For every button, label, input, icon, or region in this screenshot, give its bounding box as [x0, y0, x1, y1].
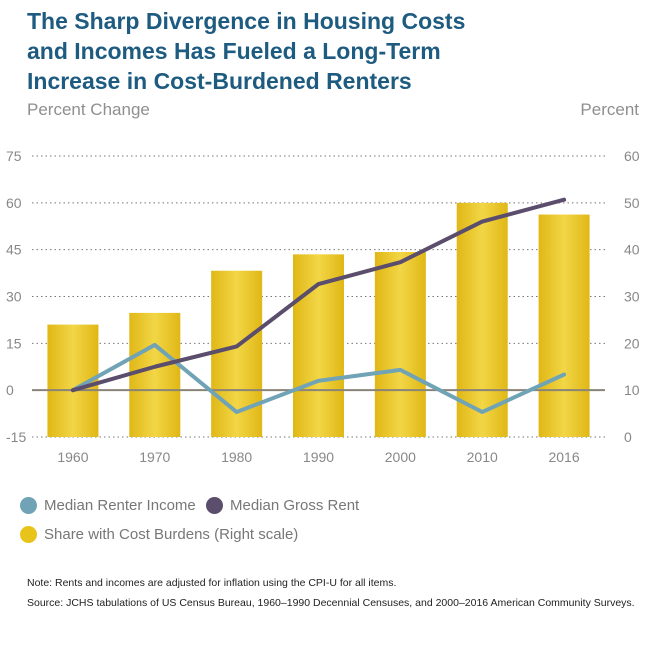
source-text: Source: JCHS tabulations of US Census Bu…: [27, 597, 635, 609]
legend-swatch-cost-burdens: [20, 526, 37, 543]
chart-notes: Note: Rents and incomes are adjusted for…: [27, 573, 635, 613]
series-line-gross-rent: [70, 197, 567, 393]
left-axis-title: Percent Change: [27, 100, 150, 119]
bar-cost-burden: [129, 312, 181, 437]
legend-item-gross-rent: Median Gross Rent: [206, 497, 359, 514]
title-line-1: The Sharp Divergence in Housing Costs: [27, 8, 466, 34]
bar-cost-burden: [374, 252, 426, 437]
legend-label-cost-burdens: Share with Cost Burdens (Right scale): [44, 526, 299, 543]
right-tick-label: 60: [624, 148, 640, 164]
left-tick-label: -15: [6, 429, 26, 445]
series-line-renter-income: [70, 342, 567, 415]
right-tick-label: 20: [624, 335, 640, 351]
legend-swatch-renter-income: [20, 497, 37, 514]
x-tick-label: 2010: [467, 449, 498, 465]
x-tick-label: 2000: [385, 449, 416, 465]
x-tick-label: 1980: [221, 449, 252, 465]
left-tick-label: 30: [6, 289, 22, 305]
title-line-2: and Incomes Has Fueled a Long-Term: [27, 38, 441, 64]
note-text: Note: Rents and incomes are adjusted for…: [27, 577, 397, 589]
x-tick-label: 2016: [548, 449, 579, 465]
legend-item-cost-burdens: Share with Cost Burdens (Right scale): [20, 526, 298, 543]
left-tick-label: 45: [6, 242, 22, 258]
bar-cost-burden: [538, 214, 590, 437]
bar-cost-burden: [211, 270, 263, 437]
legend-item-renter-income: Median Renter Income: [20, 497, 196, 514]
x-tick-label: 1960: [57, 449, 88, 465]
x-tick-label: 1970: [139, 449, 170, 465]
left-tick-label: 60: [6, 195, 22, 211]
bar-cost-burden: [293, 254, 344, 437]
right-tick-label: 40: [624, 242, 640, 258]
title-line-3: Increase in Cost-Burdened Renters: [27, 68, 412, 94]
right-tick-label: 50: [624, 195, 640, 211]
right-tick-label: 30: [624, 289, 640, 305]
right-tick-label: 10: [624, 382, 640, 398]
legend-swatch-gross-rent: [206, 497, 223, 514]
x-tick-label: 1990: [303, 449, 334, 465]
left-tick-label: 15: [6, 335, 22, 351]
right-axis-title: Percent: [580, 100, 639, 119]
left-tick-label: 75: [6, 148, 22, 164]
bar-cost-burden: [456, 202, 508, 437]
left-tick-label: 0: [6, 382, 14, 398]
chart-title: The Sharp Divergence in Housing Costs an…: [27, 6, 647, 96]
right-tick-label: 0: [624, 429, 632, 445]
legend-label-renter-income: Median Renter Income: [44, 497, 196, 514]
legend-label-gross-rent: Median Gross Rent: [230, 497, 360, 514]
